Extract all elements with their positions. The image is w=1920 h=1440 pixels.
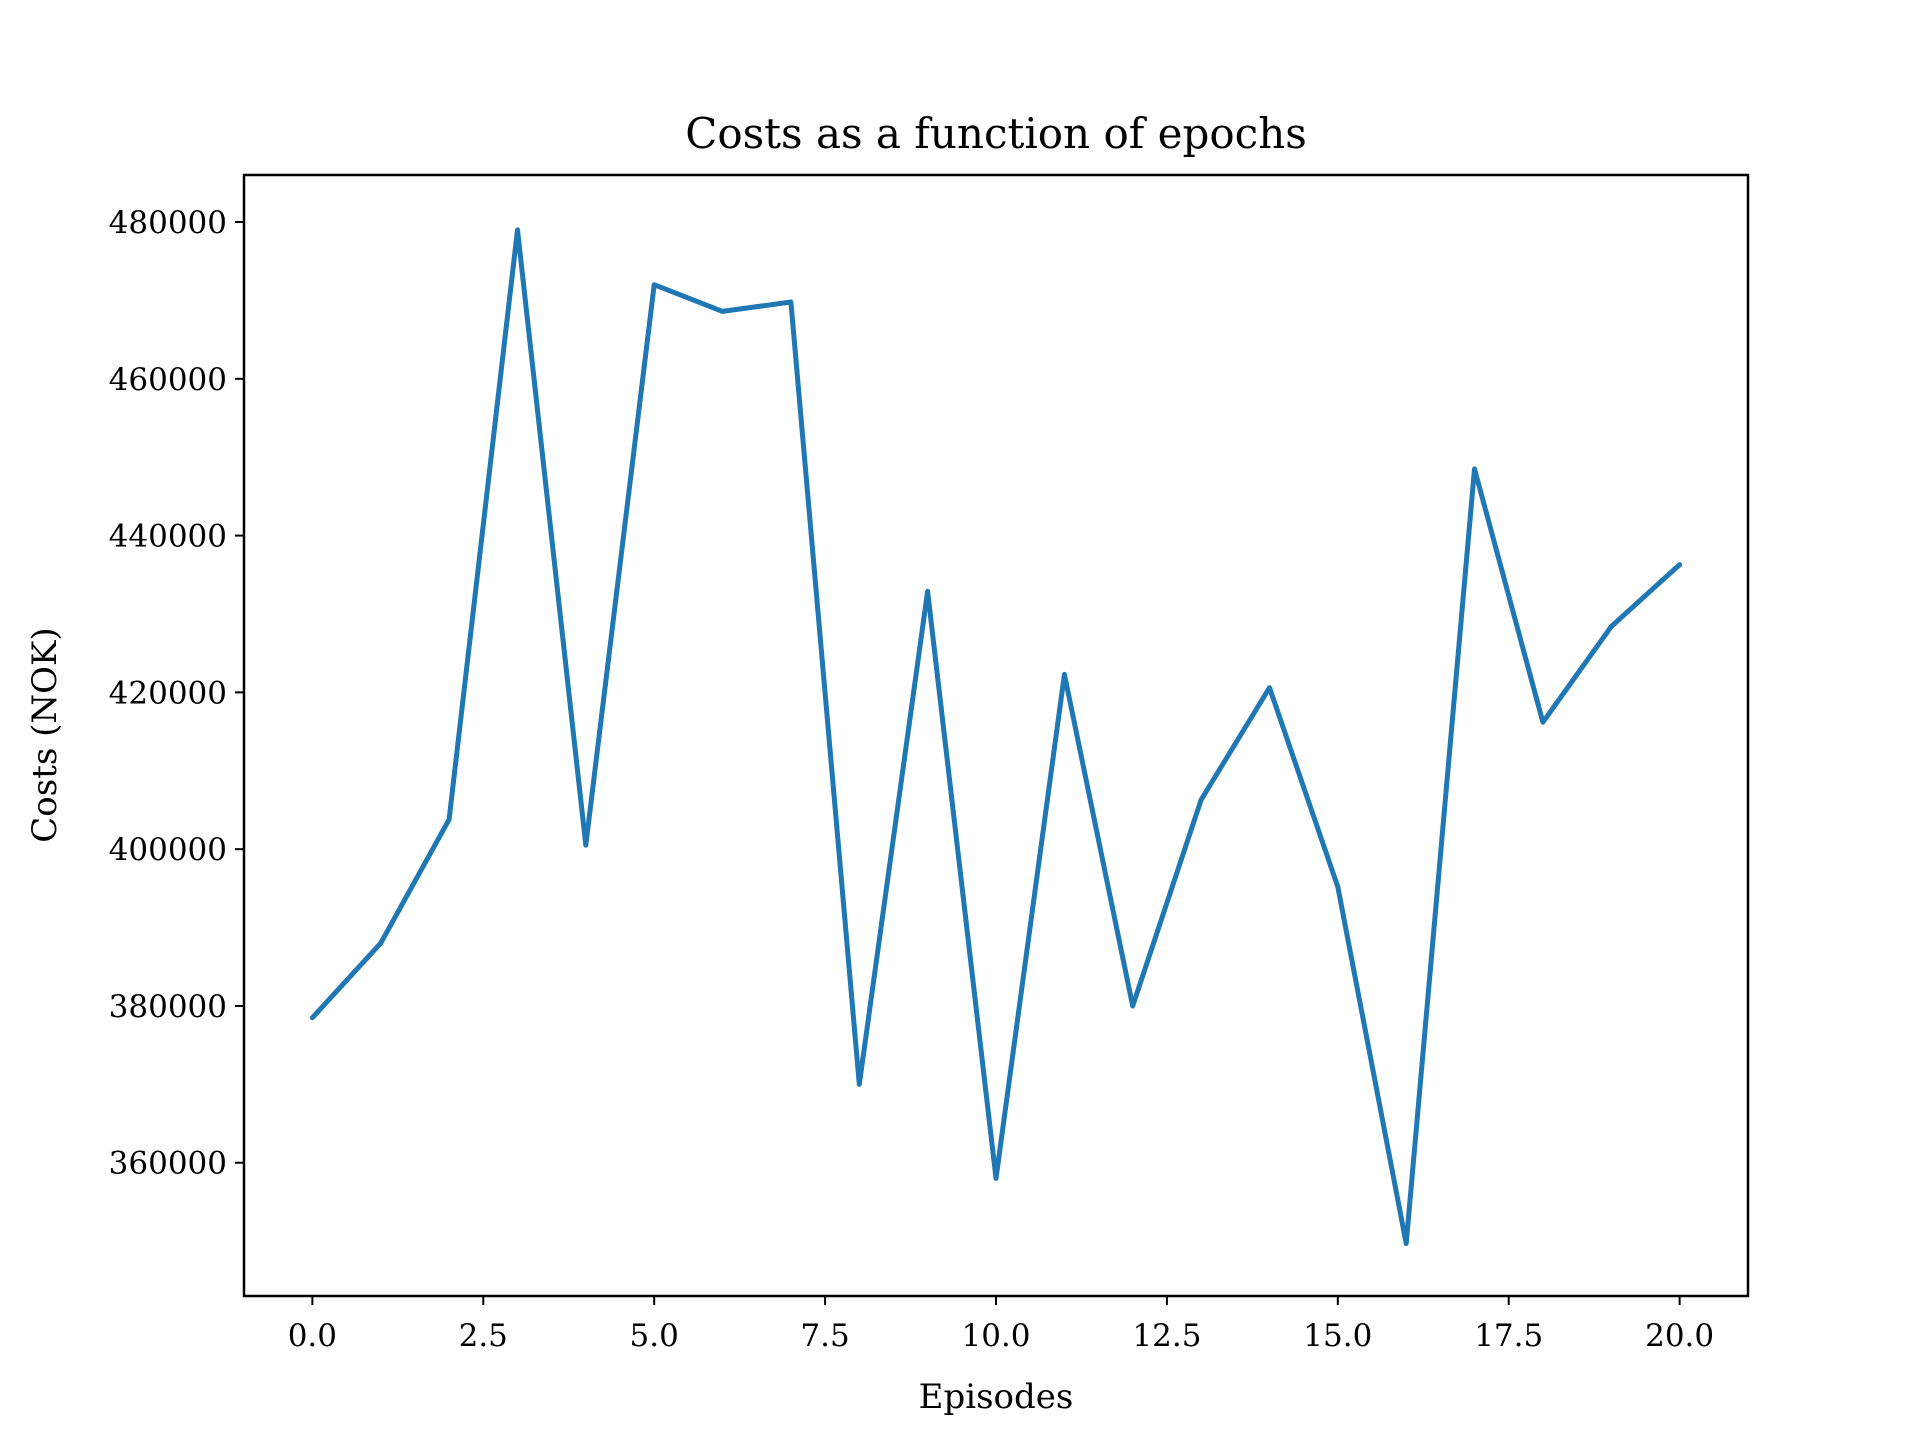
plot-frame <box>242 173 1750 1298</box>
y-axis-ticks: 360000 380000 400000 420000 440000 460000 4800… <box>109 205 244 1182</box>
y-axis-label: Costs (NOK) <box>25 627 65 842</box>
x-tick-label: 0.0 <box>288 1318 337 1354</box>
chart-title: Costs as a function of epochs <box>685 109 1307 158</box>
x-tick-label: 15.0 <box>1303 1318 1372 1354</box>
y-tick-label: 360000 <box>109 1146 227 1182</box>
y-tick-label: 440000 <box>109 519 227 555</box>
y-tick-label: 420000 <box>109 675 227 711</box>
x-tick-label: 10.0 <box>961 1318 1030 1354</box>
y-tick-label: 460000 <box>109 362 227 398</box>
x-tick-label: 2.5 <box>459 1318 508 1354</box>
x-tick-label: 12.5 <box>1132 1318 1201 1354</box>
x-tick-label: 7.5 <box>800 1318 849 1354</box>
x-tick-label: 17.5 <box>1474 1318 1543 1354</box>
series-line <box>309 227 1683 1246</box>
x-tick-label: 20.0 <box>1645 1318 1714 1354</box>
x-tick-label: 5.0 <box>630 1318 679 1354</box>
x-axis-ticks: 0.0 2.5 5.0 7.5 10.0 12.5 15.0 17.5 20.0 <box>288 1296 1714 1354</box>
y-tick-label: 480000 <box>109 205 227 241</box>
x-axis-label: Episodes <box>919 1377 1074 1417</box>
y-tick-label: 400000 <box>109 832 227 868</box>
y-tick-label: 380000 <box>109 989 227 1025</box>
